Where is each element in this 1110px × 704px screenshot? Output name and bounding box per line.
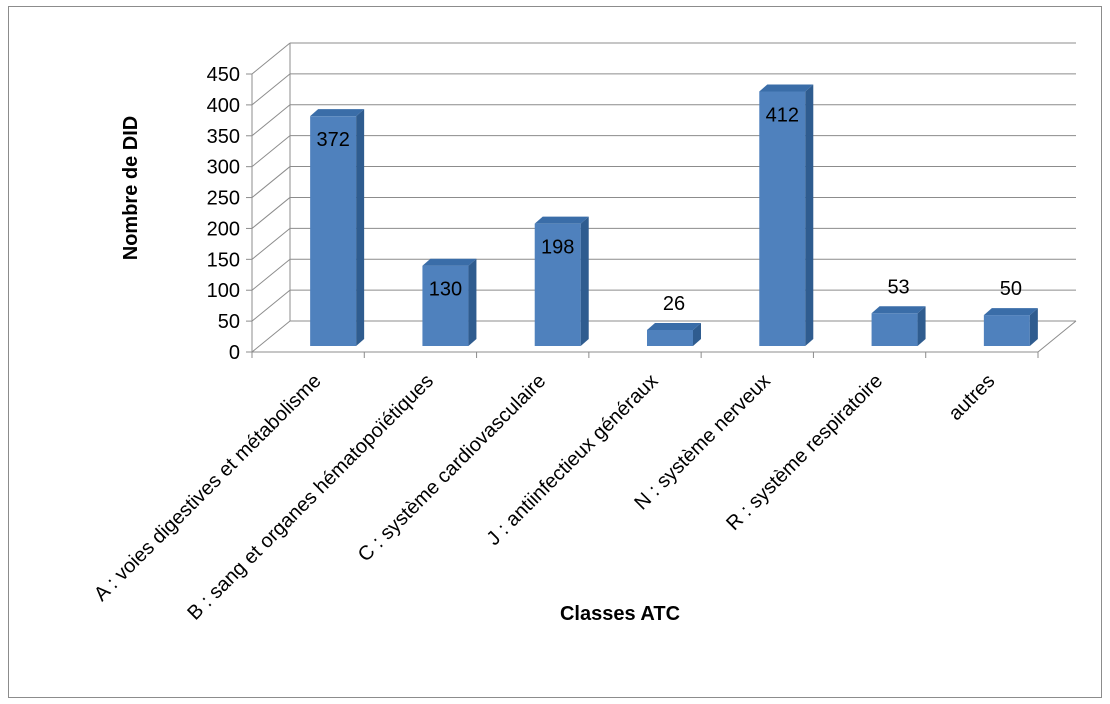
bar-3 (534, 216, 589, 346)
bar-side (693, 322, 701, 346)
bar-front (759, 91, 806, 346)
y-tick-label: 350 (207, 126, 240, 148)
bar-top (871, 306, 926, 314)
y-tick-label: 50 (218, 311, 240, 333)
gridlines (251, 42, 1076, 353)
y-axis-ticks: 0 50 100 150 200 250 300 350 400 450 (207, 64, 252, 364)
bar-2 (422, 258, 477, 346)
bar-side (580, 216, 589, 346)
x-axis-title: Classes ATC (560, 603, 680, 625)
bar-top (647, 322, 701, 330)
x-category-label: autres (945, 370, 1000, 425)
bar-top (422, 258, 477, 266)
data-label: 412 (766, 104, 799, 126)
floor-right-edge (1037, 320, 1077, 353)
gridline-diagonal (251, 166, 291, 198)
bar-top (534, 216, 589, 224)
data-label: 53 (887, 276, 909, 298)
data-labels: 372 130 198 26 412 53 50 (316, 104, 1022, 314)
data-label: 26 (663, 293, 685, 315)
bar-1 (310, 109, 365, 346)
gridline-diagonal (251, 42, 291, 75)
bar-front (647, 329, 693, 346)
gridline-diagonal (251, 197, 291, 229)
bar-top (983, 308, 1038, 316)
bar-front (310, 116, 357, 346)
y-tick-label: 150 (207, 249, 240, 271)
y-tick-label: 450 (207, 64, 240, 86)
bar-front (983, 315, 1030, 346)
x-category-label: B : sang et organes hématopoïétiques (183, 370, 438, 625)
gridline-diagonal (251, 289, 291, 322)
bar-side (1029, 308, 1038, 346)
bar-4 (647, 322, 701, 346)
y-tick-label: 100 (207, 280, 240, 302)
data-label: 130 (429, 279, 462, 301)
data-label: 198 (541, 237, 574, 259)
bar-6 (871, 306, 926, 346)
gridline-diagonal (251, 320, 291, 353)
y-tick-label: 300 (207, 157, 240, 179)
y-tick-label: 250 (207, 188, 240, 210)
x-category-label: C : système cardiovasculaire (354, 370, 550, 566)
bars (310, 84, 1038, 346)
gridline-diagonal (251, 104, 291, 137)
bar-front (534, 223, 581, 346)
bar-side (468, 258, 477, 346)
bar-top (759, 84, 814, 92)
data-label: 50 (1000, 278, 1022, 300)
data-label: 372 (316, 129, 349, 151)
y-axis-title: Nombre de DID (120, 116, 142, 260)
bar-front (422, 265, 469, 346)
bar-7 (983, 308, 1038, 346)
bar-5 (759, 84, 814, 346)
gridline-diagonal (251, 73, 291, 106)
bar-side (356, 109, 365, 346)
gridline-diagonal (251, 227, 291, 260)
bar-side (805, 84, 814, 346)
gridline-diagonal (251, 135, 291, 168)
chart-walls (251, 43, 1077, 353)
gridline-diagonal (251, 258, 291, 291)
bar-side (917, 306, 926, 346)
x-category-label: A : voies digestives et métabolisme (90, 370, 326, 606)
bar-front (871, 313, 918, 346)
y-tick-label: 200 (207, 218, 240, 240)
y-tick-label: 400 (207, 95, 240, 117)
bar-top (310, 109, 365, 117)
y-tick-label: 0 (229, 342, 240, 364)
